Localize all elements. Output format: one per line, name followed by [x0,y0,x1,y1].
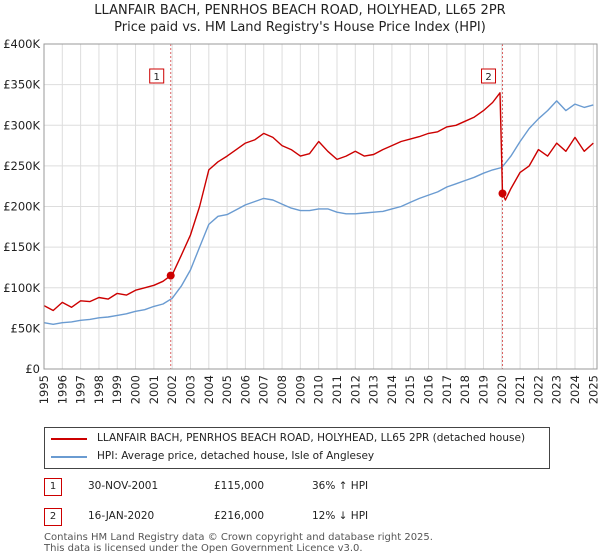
x-tick-label: 2020 [495,375,509,404]
x-tick-label: 2003 [183,375,197,404]
x-tick-label: 2012 [348,375,362,404]
y-tick-label: £150K [3,240,40,254]
x-tick-label: 1998 [92,375,106,404]
x-tick-label: 2008 [275,375,289,404]
sale-hpi-comparison: 36% ↑ HPI [312,480,369,492]
x-tick-label: 2006 [238,375,252,404]
chart-title: LLANFAIR BACH, PENRHOS BEACH ROAD, HOLYH… [94,3,506,18]
sales-table: 1 30-NOV-2001 £115,000 36% ↑ HPI 2 16-JA… [44,476,564,536]
x-tick-label: 2019 [476,375,490,404]
y-tick-label: £50K [11,321,41,335]
axes: £0 £50K £100K £150K £200K £250K £300K £350K £400… [3,37,600,404]
x-tick-label: 2001 [147,375,161,404]
x-tick-label: 2014 [385,375,399,404]
legend-label-hpi: HPI: Average price, detached house, Isle… [97,450,375,462]
x-tick-label: 2007 [257,375,271,404]
x-tick-label: 2005 [220,375,234,404]
y-tick-label: £0 [25,362,40,376]
x-tick-label: 2017 [440,375,454,404]
sale-point [166,271,175,280]
sale-price: £115,000 [214,480,265,492]
legend-swatch-property [51,438,87,440]
x-tick-label: 2010 [312,375,326,404]
sale-price: £216,000 [214,510,265,522]
y-tick-label: £250K [3,159,40,173]
x-tick-label: 2002 [165,375,179,404]
x-tick-label: 2011 [330,375,344,404]
x-tick-label: 2016 [422,375,436,404]
sale-date: 16-JAN-2020 [88,510,155,522]
x-tick-label: 1996 [55,375,69,404]
sale-points [166,189,507,280]
x-tick-label: 2009 [293,375,307,404]
footer-copyright: Contains HM Land Registry data © Crown c… [44,532,433,543]
footer-licence: This data is licensed under the Open Gov… [44,543,363,554]
legend: LLANFAIR BACH, PENRHOS BEACH ROAD, HOLYH… [44,427,550,469]
sale-date: 30-NOV-2001 [88,480,159,492]
x-tick-label: 1997 [74,375,88,404]
y-tick-label: £350K [3,78,40,92]
x-tick-label: 2023 [550,375,564,404]
sale-number-badge: 2 [44,508,62,526]
y-tick-label: £300K [3,118,40,132]
x-tick-label: 2004 [202,375,216,404]
x-tick-label: 2021 [513,375,527,404]
sale-label-number: 2 [485,72,491,83]
x-tick-label: 2022 [531,375,545,404]
sale-label-number: 1 [154,72,160,83]
sale-label-box [149,68,165,84]
x-tick-label: 2024 [568,375,582,404]
chart-subtitle: Price paid vs. HM Land Registry's House … [114,20,486,35]
x-tick-label: 2025 [586,375,600,404]
legend-label-property: LLANFAIR BACH, PENRHOS BEACH ROAD, HOLYH… [97,432,526,444]
footer: Contains HM Land Registry data © Crown c… [44,532,433,554]
sale-hpi-comparison: 12% ↓ HPI [312,510,369,522]
price-chart: £0 £50K £100K £150K £200K £250K £300K £350K £400… [3,37,600,404]
legend-swatch-hpi [51,456,87,458]
sale-row: 1 30-NOV-2001 £115,000 36% ↑ HPI [44,476,564,506]
x-tick-label: 2018 [458,375,472,404]
x-tick-label: 1995 [37,375,51,404]
sale-number-badge: 1 [44,478,62,496]
sale-label-box [481,68,497,84]
y-tick-label: £200K [3,200,40,214]
plot-frame [43,43,598,370]
y-tick-label: £100K [3,281,40,295]
x-tick-label: 2000 [129,375,143,404]
x-tick-label: 2015 [403,375,417,404]
sale-row: 2 16-JAN-2020 £216,000 12% ↓ HPI [44,506,564,536]
y-tick-label: £400K [3,37,40,51]
x-tick-label: 2013 [367,375,381,404]
sale-point [498,189,507,198]
grid [43,43,597,370]
x-tick-label: 1999 [110,375,124,404]
